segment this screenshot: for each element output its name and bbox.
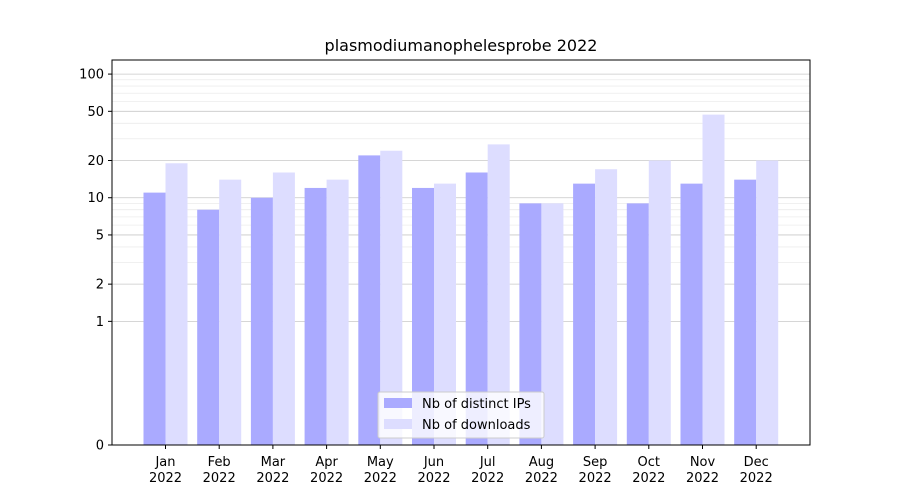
x-tick-label-year: 2022: [686, 471, 719, 486]
plot-frame: [111, 59, 811, 446]
legend-label-ips: Nb of distinct IPs: [422, 397, 531, 412]
legend: Nb of distinct IPs Nb of downloads: [377, 391, 545, 439]
legend-label-downloads: Nb of downloads: [422, 418, 531, 433]
bar-downloads: [541, 203, 564, 445]
x-tick-label-month: Jul: [479, 455, 496, 470]
y-axis: 0 1 2 5 10 20 50 100: [79, 68, 112, 454]
x-tick-label-year: 2022: [740, 471, 773, 486]
bar-downloads: [219, 179, 242, 446]
x-tick-label-year: 2022: [149, 471, 182, 486]
x-tick-label-year: 2022: [203, 471, 236, 486]
legend-swatch-downloads: [384, 419, 412, 429]
bar-downloads: [648, 160, 671, 445]
y-tick-label: 2: [96, 278, 104, 293]
legend-swatch-ips: [384, 398, 412, 408]
y-tick-label: 5: [96, 228, 104, 243]
x-tick-label-year: 2022: [632, 471, 665, 486]
bar-distinct-ips: [304, 187, 327, 445]
x-tick-label-month: Aug: [529, 455, 554, 470]
bar-downloads: [595, 169, 618, 445]
bar-distinct-ips: [197, 209, 220, 445]
bar-distinct-ips: [250, 197, 273, 445]
x-tick-label-year: 2022: [525, 471, 558, 486]
x-tick-label-month: Apr: [315, 455, 338, 470]
x-tick-label-year: 2022: [579, 471, 612, 486]
bar-downloads: [756, 160, 779, 445]
bar-distinct-ips: [143, 192, 166, 445]
x-tick-label-month: Nov: [690, 455, 716, 470]
bar-downloads: [702, 114, 725, 445]
y-tick-label: 1: [96, 315, 104, 330]
bars: [143, 114, 779, 446]
x-tick-label-month: Feb: [208, 455, 231, 470]
x-tick-label-month: Sep: [583, 455, 608, 470]
y-tick-label: 20: [87, 154, 104, 169]
bar-distinct-ips: [465, 172, 488, 446]
bar-downloads: [487, 144, 510, 445]
x-tick-label-month: Mar: [261, 455, 286, 470]
y-tick-label: 10: [87, 191, 104, 206]
bar-downloads: [326, 179, 349, 446]
bar-downloads: [434, 183, 456, 445]
x-tick-label-month: Jan: [154, 455, 175, 470]
x-tick-label-month: May: [367, 455, 394, 470]
x-tick-label-year: 2022: [310, 471, 343, 486]
bar-distinct-ips: [519, 203, 542, 445]
x-tick-label-year: 2022: [471, 471, 504, 486]
bar-distinct-ips: [358, 155, 381, 445]
bar-distinct-ips: [626, 203, 649, 445]
bar-distinct-ips: [734, 179, 757, 446]
y-tick-label: 100: [79, 68, 104, 83]
bar-downloads: [165, 163, 188, 445]
chart-title: plasmodiumanophelesprobe 2022: [325, 36, 598, 55]
x-tick-label-month: Jun: [423, 455, 444, 470]
bar-distinct-ips: [412, 187, 434, 445]
x-tick-label-year: 2022: [364, 471, 397, 486]
bar-downloads: [272, 172, 295, 446]
bar-distinct-ips: [680, 183, 703, 445]
bar-distinct-ips: [573, 183, 596, 445]
x-tick-label-month: Dec: [744, 455, 769, 470]
x-tick-label-month: Oct: [638, 455, 660, 470]
x-tick-label-year: 2022: [256, 471, 289, 486]
y-tick-label: 50: [87, 105, 104, 120]
x-axis: Jan2022Feb2022Mar2022Apr2022May2022Jun20…: [149, 445, 773, 486]
legend-box: [377, 391, 545, 439]
x-tick-label-year: 2022: [417, 471, 450, 486]
bar-downloads: [380, 150, 403, 445]
y-tick-label: 0: [96, 439, 104, 454]
